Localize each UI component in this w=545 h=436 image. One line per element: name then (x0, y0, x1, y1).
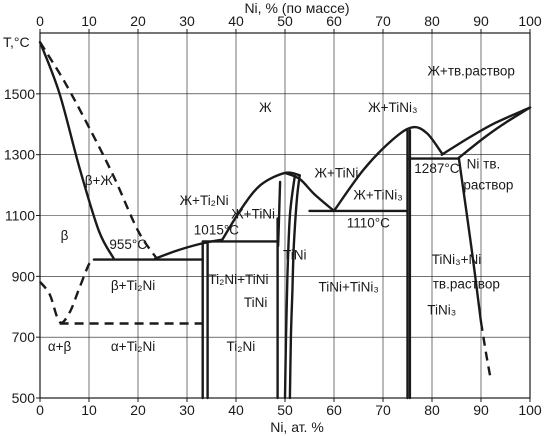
curve-liquidus-ti2ni (153, 238, 223, 260)
tick-label-top-100: 100 (518, 13, 542, 29)
tick-label-y-500: 500 (12, 390, 36, 406)
tick-label-y-1100: 1100 (5, 208, 35, 224)
curve-tini-solvus-left (276, 180, 282, 248)
tick-label-top-50: 50 (277, 13, 293, 29)
curve-ti-solvus (38, 41, 159, 261)
curve-beta-transus (39, 258, 95, 324)
region-labels: Жβ+Жβ955°CЖ+Ti₂NiЖ+TiNi1015°CЖ+TiNiЖ+TiN… (48, 64, 515, 354)
tick-label-bottom-80: 80 (424, 402, 440, 418)
tick-label-bottom-0: 0 (36, 402, 44, 418)
tick-label-top-70: 70 (375, 13, 391, 29)
region-label-18: TiNi+TiNi₃ (319, 280, 379, 295)
region-label-5: Ж+TiNi (231, 207, 275, 222)
tick-label-top-60: 60 (326, 13, 342, 29)
tick-label-top-80: 80 (424, 13, 440, 29)
region-label-10: Ж+TiNi₃ (368, 100, 417, 115)
region-label-11: Ж+тв.раствор (427, 64, 514, 79)
curve-liquidus-tini-right (283, 171, 336, 213)
axis-ticks: 0 10 20 30 40 50 60 70 80 90 100 0 10 20 30 40 50 60 70 80 9… (4, 13, 542, 418)
curve-tini-right-boundary (283, 174, 296, 400)
tick-label-y-1300: 1300 (4, 147, 35, 163)
bottom-x-axis-title: Ni, ат. % (270, 419, 324, 435)
region-label-14: раствор (463, 178, 513, 193)
temperature-label-6: 1015°C (194, 222, 239, 237)
tick-label-bottom-60: 60 (326, 402, 342, 418)
tick-label-top-40: 40 (228, 13, 244, 29)
tick-label-top-90: 90 (473, 13, 489, 29)
tick-label-top-0: 0 (36, 13, 44, 29)
y-axis-title: T,°C (3, 34, 30, 50)
tick-label-bottom-90: 90 (473, 402, 489, 418)
tick-label-top-10: 10 (81, 13, 97, 29)
curve-ni-solvus-low (479, 321, 492, 381)
region-label-23: α+Ti₂Ni (111, 339, 155, 354)
region-label-21: TiNi₃ (427, 302, 456, 317)
tick-label-top-30: 30 (179, 13, 195, 29)
region-label-20: тв.раствор (433, 277, 500, 292)
curve-liquidus-beta (38, 40, 115, 260)
tick-label-bottom-50: 50 (277, 402, 293, 418)
region-label-8: Ж+TiNi₃ (353, 188, 402, 203)
temperature-label-3: 955°C (109, 237, 147, 252)
curve-solidus-ni (457, 106, 532, 159)
grid (40, 33, 530, 398)
region-label-13: Ni тв. (467, 156, 501, 171)
region-label-19: TiNi₃+Ni (432, 252, 482, 267)
temperature-label-12: 1287°C (414, 161, 459, 176)
phase-boundaries (38, 40, 532, 400)
region-label-7: Ж+TiNi (315, 165, 359, 180)
tick-label-bottom-100: 100 (518, 402, 542, 418)
region-label-24: Ti₂Ni (227, 339, 256, 354)
tick-label-bottom-10: 10 (81, 402, 97, 418)
region-label-17: TiNi (244, 295, 268, 310)
tick-label-y-700: 700 (12, 329, 36, 345)
tick-label-bottom-30: 30 (179, 402, 195, 418)
region-label-25: TiNi (283, 248, 307, 263)
region-label-1: β+Ж (85, 173, 114, 188)
tick-label-bottom-70: 70 (375, 402, 391, 418)
top-x-axis-title: Ni, % (по массе) (244, 0, 349, 16)
region-label-0: Ж (259, 100, 272, 115)
curve-tini-right-dome (288, 174, 301, 400)
curve-liquidus-tini3 (332, 125, 443, 213)
tick-label-bottom-40: 40 (228, 402, 244, 418)
tick-label-top-20: 20 (130, 13, 146, 29)
region-label-15: β+Ti₂Ni (111, 278, 155, 293)
curve-liquidus-tini-left (220, 171, 301, 243)
curve-liquidus-ni (440, 106, 532, 156)
curve-ni-solvus (457, 157, 483, 324)
tick-label-bottom-20: 20 (130, 402, 146, 418)
tick-label-y-1500: 1500 (4, 86, 35, 102)
region-label-16: Ti₂Ni+TiNi (208, 272, 268, 287)
temperature-label-9: 1110°C (347, 216, 390, 231)
region-label-2: β (61, 228, 69, 243)
region-label-4: Ж+Ti₂Ni (180, 193, 229, 208)
region-label-22: α+β (48, 339, 72, 354)
tick-label-y-900: 900 (12, 268, 36, 284)
